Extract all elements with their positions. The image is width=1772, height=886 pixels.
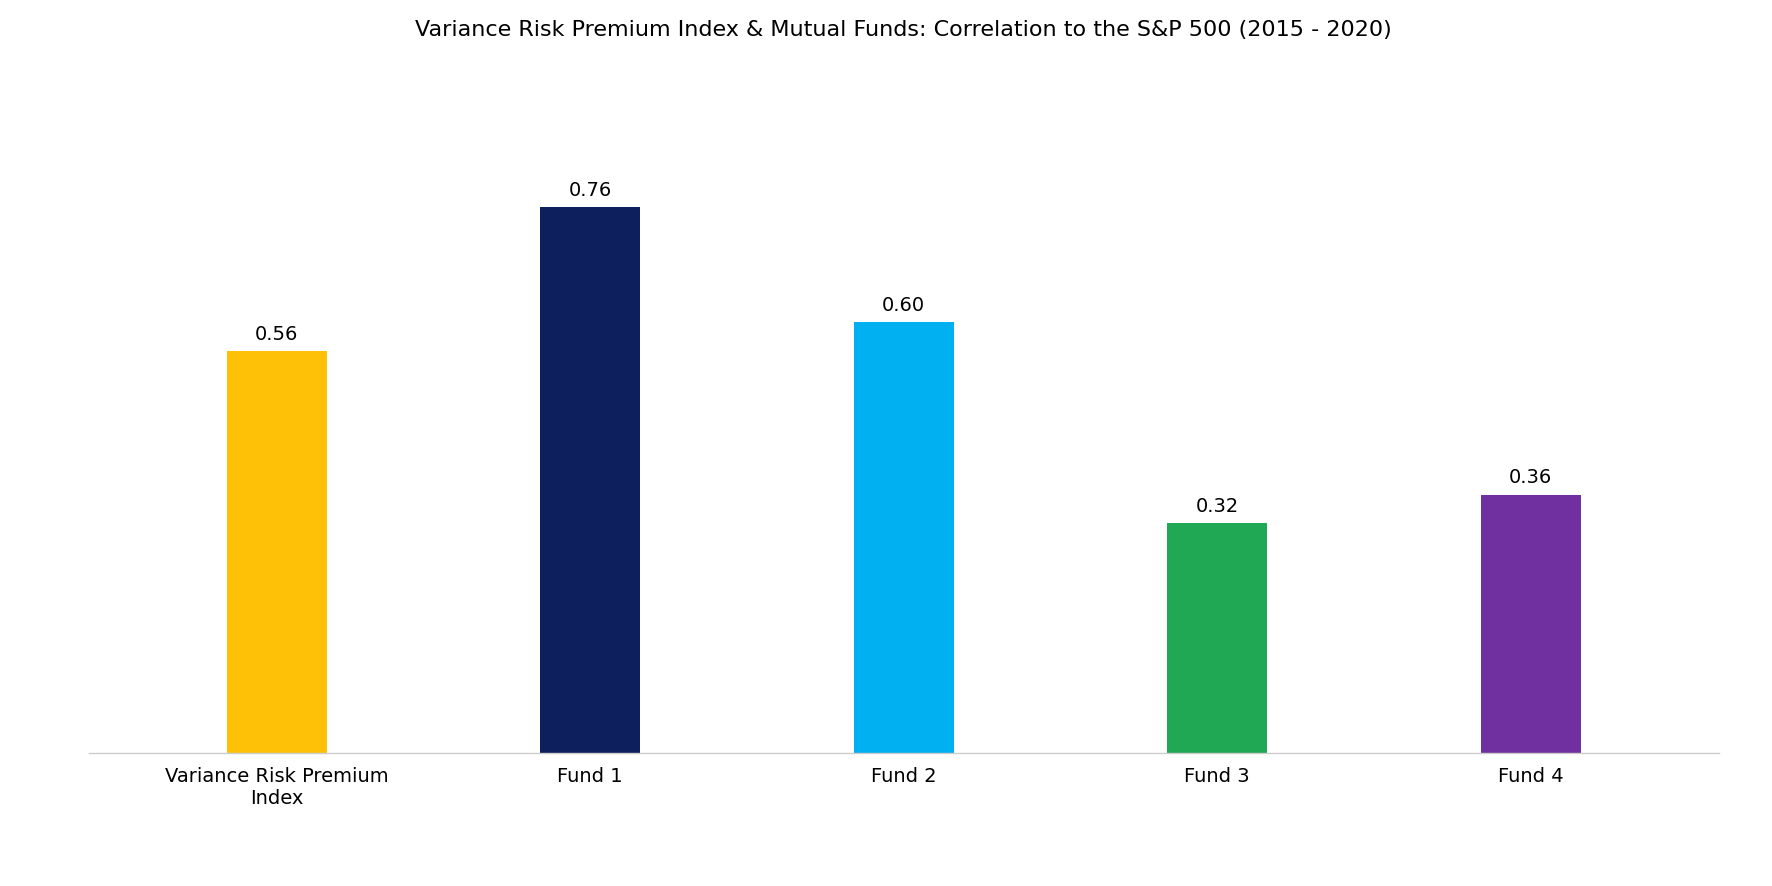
Bar: [540, 207, 640, 753]
Title: Variance Risk Premium Index & Mutual Funds: Correlation to the S&P 500 (2015 - 2: Variance Risk Premium Index & Mutual Fun…: [415, 20, 1393, 40]
Text: 0.56: 0.56: [255, 325, 298, 344]
Text: 0.76: 0.76: [569, 181, 611, 200]
Bar: [854, 323, 953, 753]
Bar: [1168, 524, 1267, 753]
Bar: [1481, 494, 1581, 753]
Bar: [227, 351, 326, 753]
Text: 0.32: 0.32: [1196, 497, 1239, 517]
Text: 0.60: 0.60: [882, 296, 925, 315]
Text: 0.36: 0.36: [1510, 469, 1552, 487]
